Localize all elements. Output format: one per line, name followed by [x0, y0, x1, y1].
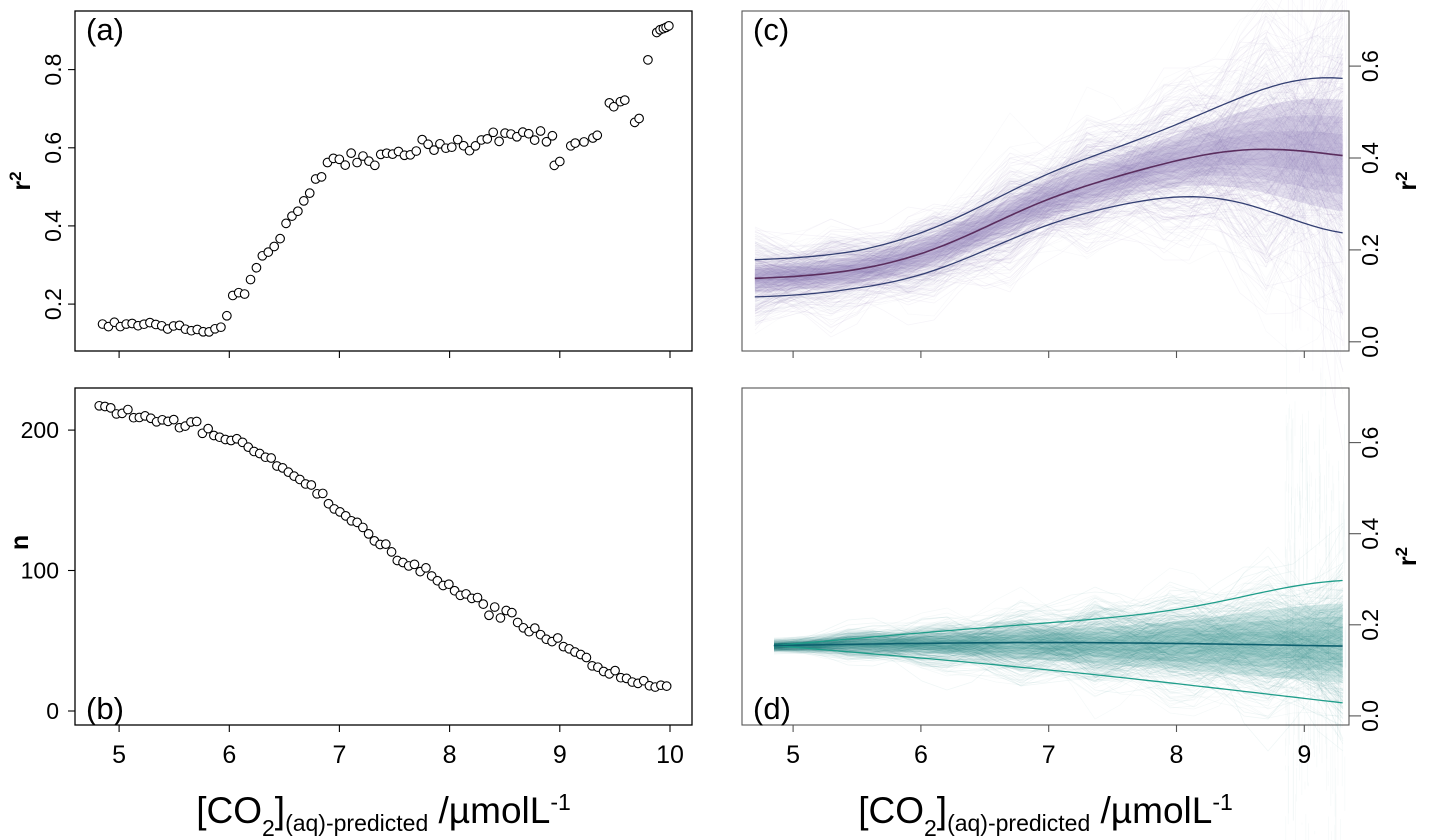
- svg-text:(d): (d): [753, 691, 791, 726]
- svg-text:0.2: 0.2: [1357, 234, 1383, 266]
- svg-text:200: 200: [21, 417, 59, 443]
- svg-text:0.6: 0.6: [1357, 427, 1383, 459]
- svg-text:(c): (c): [753, 12, 789, 47]
- svg-text:9: 9: [1297, 741, 1311, 769]
- svg-text:n: n: [6, 535, 34, 550]
- svg-text:5: 5: [112, 741, 126, 769]
- svg-text:0.0: 0.0: [1357, 700, 1383, 732]
- svg-text:7: 7: [1042, 741, 1056, 769]
- svg-text:7: 7: [332, 741, 346, 769]
- svg-text:0.8: 0.8: [40, 54, 66, 86]
- svg-text:8: 8: [443, 741, 457, 769]
- svg-text:0.6: 0.6: [1357, 50, 1383, 82]
- svg-text:0.4: 0.4: [1357, 142, 1383, 174]
- svg-text:0.4: 0.4: [40, 210, 66, 242]
- svg-text:100: 100: [21, 558, 59, 584]
- svg-text:(b): (b): [86, 691, 124, 726]
- svg-text:0.6: 0.6: [40, 132, 66, 164]
- svg-text:9: 9: [553, 741, 567, 769]
- svg-text:8: 8: [1170, 741, 1184, 769]
- svg-text:0.0: 0.0: [1357, 326, 1383, 358]
- svg-text:0.4: 0.4: [1357, 518, 1383, 550]
- svg-text:5: 5: [786, 741, 800, 769]
- svg-text:0.2: 0.2: [1357, 609, 1383, 641]
- svg-text:0.2: 0.2: [40, 288, 66, 320]
- svg-text:(a): (a): [86, 12, 124, 47]
- svg-text:0: 0: [46, 698, 59, 724]
- svg-text:6: 6: [222, 741, 236, 769]
- svg-text:6: 6: [914, 741, 928, 769]
- svg-text:10: 10: [656, 741, 684, 769]
